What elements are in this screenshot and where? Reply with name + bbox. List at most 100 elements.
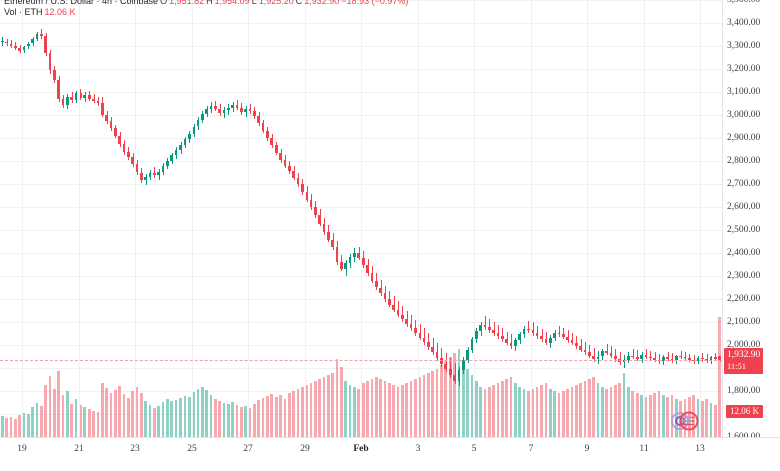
candle-body xyxy=(209,105,213,110)
candle-body xyxy=(87,94,91,99)
volume-bar xyxy=(648,395,652,437)
volume-bar xyxy=(592,377,596,437)
candle-wick xyxy=(507,331,508,346)
candle-body xyxy=(344,263,348,269)
grid-line-vertical xyxy=(192,0,193,437)
volume-bar xyxy=(74,399,78,437)
candle-wick xyxy=(485,316,486,331)
candle-wick xyxy=(594,348,595,362)
candle-wick xyxy=(398,301,399,318)
candle-body xyxy=(318,215,322,224)
volume-bar xyxy=(696,399,700,437)
grid-line-vertical xyxy=(418,0,419,437)
candle-body xyxy=(148,172,152,177)
price-axis-tick: 2,300.00 xyxy=(727,271,761,281)
grid-line-vertical xyxy=(644,0,645,437)
volume-bar xyxy=(257,400,261,437)
candle-body xyxy=(553,333,556,338)
candle-body xyxy=(113,128,117,136)
volume-bar xyxy=(605,389,609,437)
candle-body xyxy=(414,328,417,334)
candle-body xyxy=(579,346,582,350)
candle-wick xyxy=(607,344,608,356)
volume-bar xyxy=(218,401,221,437)
chart-pane[interactable] xyxy=(0,0,722,437)
candle-wick xyxy=(407,310,408,327)
current-price-badge-time: 11:51 xyxy=(727,361,747,371)
volume-bar xyxy=(631,391,635,437)
volume-bar xyxy=(487,387,491,437)
candle-wick xyxy=(620,351,621,366)
volume-bar xyxy=(240,407,243,437)
candle-body xyxy=(705,359,709,361)
candle-body xyxy=(366,264,369,274)
candle-body xyxy=(509,342,513,346)
candle-body xyxy=(231,104,235,108)
candle-body xyxy=(66,96,69,106)
volume-bar xyxy=(144,401,148,437)
candle-body xyxy=(266,130,269,138)
volume-bar xyxy=(622,373,626,437)
volume-bar xyxy=(535,387,539,437)
volume-bar xyxy=(714,405,717,437)
candle-body xyxy=(253,111,256,116)
time-axis[interactable]: 19 21 23 25 27 29 Feb 3 5 7 9 11 13 xyxy=(0,437,780,471)
volume-bar xyxy=(39,406,43,437)
volume-bar xyxy=(427,373,430,437)
candle-wick xyxy=(672,353,673,363)
candle-body xyxy=(714,357,717,359)
candle-wick xyxy=(146,174,147,186)
current-price-badge-value: 1,932.90 xyxy=(727,350,761,360)
candle-body xyxy=(361,257,365,265)
volume-bar xyxy=(557,393,561,437)
volume-bar xyxy=(692,395,696,437)
volume-bar xyxy=(518,387,522,437)
volume-bar xyxy=(444,361,448,437)
candle-body xyxy=(392,304,395,310)
volume-bar xyxy=(601,387,604,437)
volume-bar xyxy=(553,391,556,437)
candle-body xyxy=(501,336,504,340)
candle-body xyxy=(461,359,465,370)
volume-bar xyxy=(331,373,335,437)
time-axis-tick: 3 xyxy=(415,444,421,454)
volume-bar xyxy=(470,375,474,437)
candle-body xyxy=(296,177,300,185)
volume-bar xyxy=(501,381,504,437)
volume-bar xyxy=(387,383,391,437)
candle-body xyxy=(9,43,13,46)
volume-bar xyxy=(26,414,30,437)
volume-bar xyxy=(148,405,152,437)
candle-body xyxy=(213,105,217,109)
candle-body xyxy=(648,356,652,359)
candle-body xyxy=(457,369,461,381)
price-axis-tick: 2,900.00 xyxy=(727,133,761,143)
candle-body xyxy=(396,309,400,315)
current-volume-badge: 12.06 K xyxy=(726,405,763,418)
candle-body xyxy=(140,172,143,180)
grid-line-vertical xyxy=(474,0,475,437)
candle-body xyxy=(596,356,600,359)
candle-wick xyxy=(681,350,682,360)
volume-bar xyxy=(109,393,113,437)
candle-body xyxy=(187,133,191,140)
candle-body xyxy=(514,340,517,346)
price-axis-tick: 2,100.00 xyxy=(727,317,761,327)
price-axis-tick: 2,000.00 xyxy=(727,340,761,350)
candle-body xyxy=(688,358,691,360)
candle-body xyxy=(192,126,195,134)
candle-wick xyxy=(702,352,703,362)
volume-bar xyxy=(627,387,630,437)
volume-bar xyxy=(222,403,226,437)
candle-wick xyxy=(359,246,360,261)
candle-body xyxy=(518,334,522,341)
candle-body xyxy=(701,357,704,360)
candle-body xyxy=(357,253,361,258)
candle-body xyxy=(440,358,443,364)
candle-body xyxy=(235,104,239,109)
candle-wick xyxy=(389,290,390,308)
volume-bar xyxy=(183,396,187,437)
candle-body xyxy=(257,115,261,124)
volume-bar xyxy=(79,405,82,437)
